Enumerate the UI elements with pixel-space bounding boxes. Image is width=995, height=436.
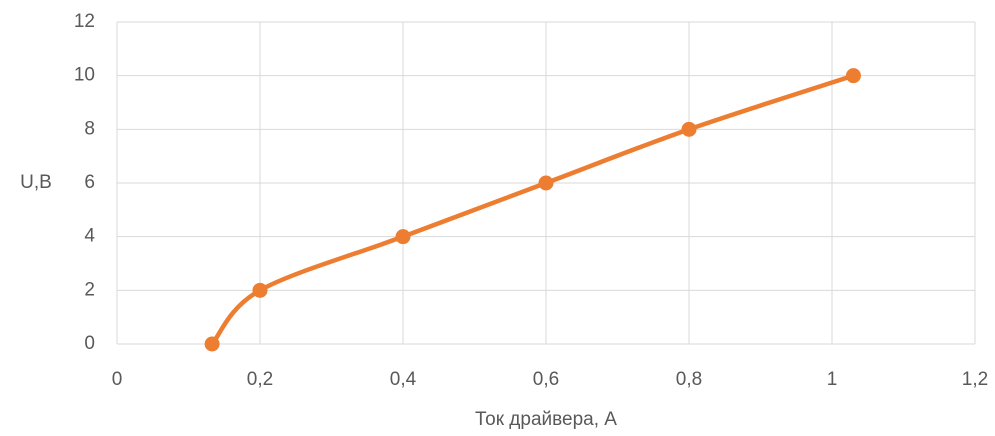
x-tick-label: 0,8 <box>676 369 702 390</box>
x-axis-label: Ток драйвера, А <box>475 409 617 430</box>
y-tick-label: 12 <box>74 11 95 32</box>
data-line <box>210 73 855 346</box>
y-tick-label: 4 <box>84 226 95 247</box>
x-tick-label: 0,2 <box>247 369 273 390</box>
data-point <box>845 68 861 84</box>
y-tick-label: 0 <box>84 333 95 354</box>
data-point <box>538 175 554 191</box>
y-tick-label: 8 <box>84 118 95 139</box>
x-tick-label: 1 <box>827 369 838 390</box>
y-tick-label: 6 <box>84 172 95 193</box>
x-tick-label: 0 <box>112 369 123 390</box>
data-point <box>204 336 220 352</box>
y-tick-label: 10 <box>74 65 95 86</box>
y-tick-label: 2 <box>84 279 95 300</box>
y-axis-label: U,B <box>20 172 52 193</box>
data-point <box>252 282 268 298</box>
x-tick-label: 0,4 <box>390 369 417 390</box>
data-point <box>681 121 697 137</box>
x-tick-label: 1,2 <box>962 369 988 390</box>
data-point <box>395 229 411 245</box>
x-tick-label: 0,6 <box>533 369 559 390</box>
